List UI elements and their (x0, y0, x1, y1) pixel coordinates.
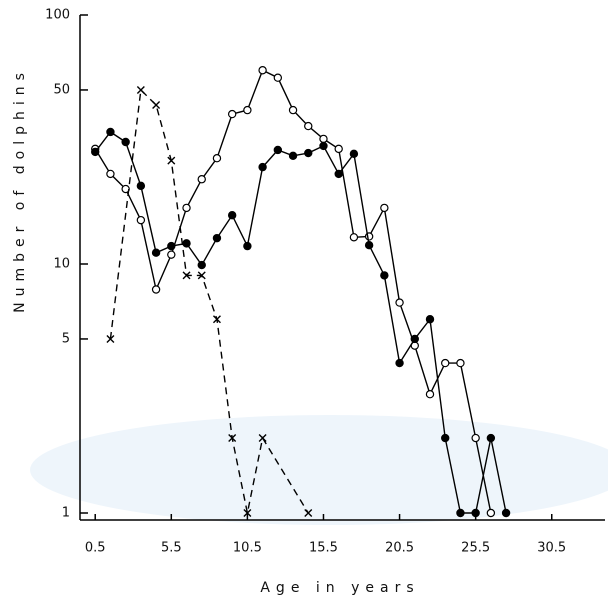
circle-marker (258, 66, 267, 75)
circle-marker (456, 508, 465, 518)
circle-marker (441, 433, 450, 443)
circle-marker (227, 109, 237, 119)
circle-marker (319, 141, 328, 151)
circle-marker (243, 241, 252, 251)
circle-marker (456, 358, 465, 368)
circle-marker (288, 105, 298, 115)
cross-marker (228, 434, 237, 443)
circle-marker (136, 215, 146, 225)
cross-marker (106, 334, 115, 343)
circle-marker (395, 358, 404, 368)
series-line (94, 131, 507, 514)
cross-marker (243, 509, 252, 517)
circle-marker (319, 134, 328, 144)
cross-marker (167, 156, 176, 165)
cross-marker (212, 315, 221, 324)
background-shape (30, 415, 608, 525)
circle-marker (380, 203, 389, 213)
circle-marker (212, 154, 222, 163)
x-tick-label: 10.5 (233, 541, 262, 556)
circle-marker (106, 127, 115, 137)
x-axis-label: Age in years (260, 580, 419, 596)
circle-marker (273, 145, 283, 155)
circle-marker (349, 233, 359, 242)
circle-marker (334, 144, 343, 154)
cross-marker (136, 85, 145, 94)
circle-marker (288, 151, 298, 160)
circle-marker (441, 358, 450, 368)
circle-marker (486, 433, 496, 443)
circle-marker (349, 149, 359, 159)
x-tick-label: 20.5 (385, 541, 414, 556)
circle-marker (197, 175, 206, 184)
circle-marker (167, 241, 176, 251)
x-tick-label: 25.5 (461, 541, 490, 556)
y-axis-label: Number of dolphins (12, 67, 28, 313)
y-tick-label: 50 (53, 82, 70, 97)
circle-marker (304, 148, 313, 158)
circle-marker (243, 105, 252, 115)
y-tick-label: 100 (45, 8, 70, 23)
circle-marker (364, 240, 374, 250)
x-tick-label: 0.5 (85, 541, 106, 556)
x-tick-label: 5.5 (161, 541, 182, 556)
y-tick-label: 1 (62, 506, 70, 521)
y-tick-label: 10 (53, 257, 70, 272)
circle-marker (182, 203, 191, 213)
circle-marker (182, 239, 191, 248)
y-tick-label: 5 (62, 331, 70, 346)
circle-marker (273, 73, 283, 82)
circle-marker (121, 137, 130, 147)
circle-marker (212, 233, 222, 243)
circle-marker (136, 181, 146, 191)
cross-marker (197, 271, 206, 280)
circle-marker (410, 334, 419, 344)
circle-marker (471, 433, 480, 443)
circle-marker (304, 121, 313, 131)
circle-marker (167, 250, 176, 259)
circle-marker (395, 298, 404, 307)
circle-marker (501, 508, 511, 518)
cross-marker (258, 434, 267, 443)
cross-marker (304, 509, 313, 517)
circle-marker (380, 271, 389, 280)
x-tick-label: 30.5 (537, 541, 566, 556)
circle-marker (486, 508, 496, 518)
circle-marker (197, 260, 206, 270)
circle-marker (151, 285, 161, 294)
cross-marker (182, 271, 191, 280)
circle-marker (106, 169, 115, 179)
circle-marker (258, 162, 267, 172)
circle-marker (471, 508, 480, 518)
cross-marker (152, 101, 161, 110)
circle-marker (334, 169, 343, 179)
circle-marker (91, 147, 100, 157)
circle-marker (151, 248, 161, 257)
circle-marker (227, 211, 237, 220)
circle-marker (121, 184, 130, 194)
x-tick-label: 15.5 (309, 541, 338, 556)
circle-marker (425, 315, 435, 324)
circle-marker (425, 389, 435, 399)
